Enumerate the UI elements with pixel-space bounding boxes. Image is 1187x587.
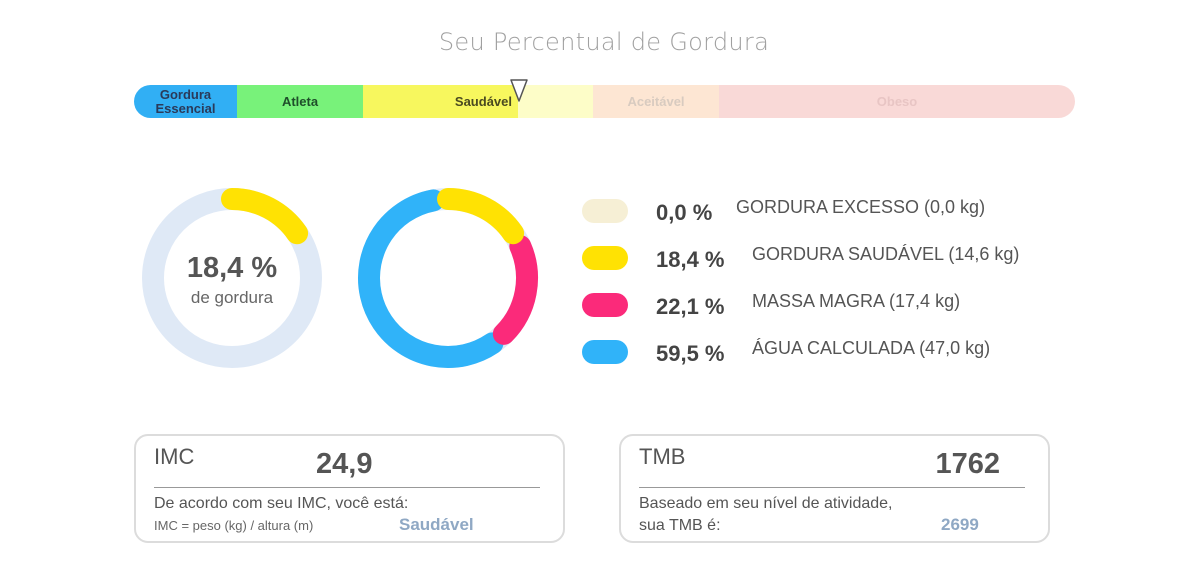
tmb-result: 2699: [941, 515, 979, 534]
legend-percentage: 18,4 %: [656, 247, 725, 272]
scale-segment-athlete: Atleta: [237, 85, 363, 118]
scale-segment-healthy-upper: [518, 85, 593, 118]
scale-segment-healthy: Saudável: [363, 85, 518, 118]
tmb-title: TMB: [639, 444, 686, 469]
tmb-description-line2: sua TMB é:: [639, 517, 721, 534]
donut-fat-segment: [142, 188, 322, 368]
imc-value: 24,9: [316, 448, 373, 480]
scale-segment-obese: Obeso: [719, 85, 1075, 118]
donut-water-segment: [358, 188, 538, 368]
legend-label: GORDURA SAUDÁVEL (14,6 kg): [752, 244, 1020, 264]
legend-percentage: 0,0 %: [656, 200, 713, 225]
imc-card: IMC 24,9 De acordo com seu IMC, você est…: [134, 434, 565, 543]
donut-lean-segment: [358, 188, 538, 368]
imc-result: Saudável: [399, 515, 474, 534]
legend-swatch: [582, 340, 628, 364]
legend-swatch: [582, 246, 628, 270]
scale-marker-icon: [510, 79, 528, 102]
legend-swatch: [582, 293, 628, 317]
scale-segment-acceptable: Aceitável: [593, 85, 719, 118]
divider: [639, 487, 1025, 488]
legend-percentage: 22,1 %: [656, 294, 725, 319]
legend-percentage: 59,5 %: [656, 341, 725, 366]
divider: [154, 487, 540, 488]
legend-label: GORDURA EXCESSO (0,0 kg): [736, 197, 986, 217]
scale-segment-essential: Gordura Essencial: [134, 85, 237, 118]
fat-percentage-donut: [142, 188, 322, 368]
tmb-description-line1: Baseado em seu nível de atividade,: [639, 495, 893, 512]
imc-formula: IMC = peso (kg) / altura (m): [154, 518, 314, 533]
page-title: Seu Percentual de Gordura: [438, 28, 770, 56]
body-composition-donut: [358, 188, 538, 368]
imc-title: IMC: [154, 444, 195, 469]
imc-description: De acordo com seu IMC, você está:: [154, 495, 409, 512]
tmb-value: 1762: [935, 448, 1000, 480]
legend-label: ÁGUA CALCULADA (47,0 kg): [752, 338, 991, 358]
legend-label: MASSA MAGRA (17,4 kg): [752, 291, 961, 311]
tmb-card: TMB 1762 Baseado em seu nível de ativida…: [619, 434, 1050, 543]
fat-percentage-label: de gordura: [190, 288, 274, 307]
body-fat-scale: Gordura Essencial Atleta Saudável Aceitá…: [134, 85, 1075, 118]
legend-swatch: [582, 199, 628, 223]
donut-fat-segment: [358, 188, 538, 368]
fat-percentage-value: 18,4 %: [186, 252, 278, 284]
